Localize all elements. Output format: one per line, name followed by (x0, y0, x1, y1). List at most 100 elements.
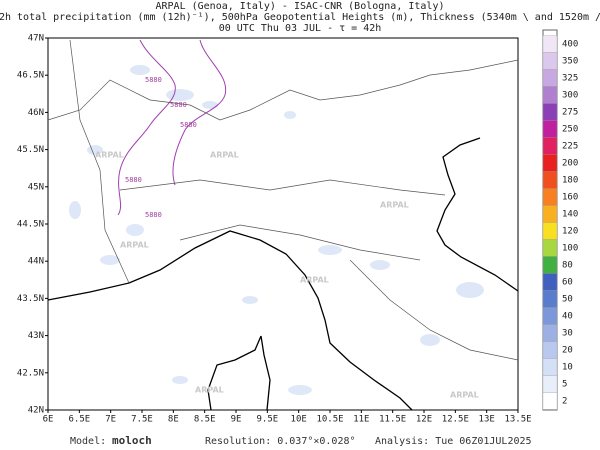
lat-label: 44.5N (17, 220, 44, 230)
colorbar-swatch (542, 239, 558, 257)
colorbar-swatch (542, 222, 558, 240)
colorbar-swatch (542, 205, 558, 223)
lon-label: 9.5E (256, 415, 278, 425)
header-line: 12h total precipitation (mm (12h)⁻¹), 50… (0, 12, 600, 23)
lon-label: 8E (168, 415, 179, 425)
colorbar-swatch (542, 137, 558, 155)
colorbar-swatch (542, 392, 558, 410)
header-line: 00 UTC Thu 03 JUL - τ = 42h (219, 23, 382, 34)
lon-label: 12E (416, 415, 432, 425)
lat-label: 45.5N (17, 145, 44, 155)
lon-label: 10E (291, 415, 307, 425)
lat-label: 44N (28, 257, 44, 267)
colorbar-label: 275 (562, 108, 578, 118)
colorbar-label: 10 (562, 363, 573, 373)
header-line: ARPAL (Genoa, Italy) - ISAC-CNR (Bologna… (156, 1, 445, 12)
footer-model: moloch (112, 434, 152, 447)
precipitation (69, 65, 484, 395)
lon-label: 13E (479, 415, 495, 425)
watermark: ARPAL (300, 276, 329, 285)
colorbar-label: 250 (562, 125, 578, 135)
colorbar-label: 325 (562, 74, 578, 84)
colorbar-swatch (542, 103, 558, 121)
lat-label: 47N (28, 34, 44, 44)
colorbar-label: 160 (562, 193, 578, 203)
colorbar-swatch (542, 69, 558, 87)
colorbar-label: 30 (562, 329, 573, 339)
colorbar-label: 20 (562, 346, 573, 356)
lon-label: 11E (353, 415, 369, 425)
colorbar-swatch (542, 154, 558, 172)
footer-resolution: Resolution: 0.037°×0.028° (205, 436, 356, 447)
coastline (436, 137, 519, 292)
watermark: ARPAL (120, 241, 149, 250)
colorbar-swatch (542, 375, 558, 393)
colorbar-swatch (542, 120, 558, 138)
colorbar-label: 80 (562, 261, 573, 271)
colorbar-swatch (542, 188, 558, 206)
lon-label: 12.5E (442, 415, 469, 425)
colorbar-swatch (542, 290, 558, 308)
colorbar-label: 400 (562, 40, 578, 50)
lat-label: 42N (28, 406, 44, 416)
lat-label: 43N (28, 331, 44, 341)
colorbar-label: 225 (562, 142, 578, 152)
watermark: ARPAL (450, 391, 479, 400)
watermark: ARPAL (195, 386, 224, 395)
colorbar-swatch (542, 171, 558, 189)
coastline (47, 230, 413, 411)
colorbar-label: 40 (562, 312, 573, 322)
colorbar-label: 300 (562, 91, 578, 101)
colorbar-swatch (542, 324, 558, 342)
colorbar-label: 2 (562, 397, 567, 407)
border (47, 59, 519, 121)
colorbar-label: 50 (562, 295, 573, 305)
lat-label: 42.5N (17, 368, 44, 378)
colorbar-swatch (542, 256, 558, 274)
footer-model-label: Model: (70, 436, 106, 447)
colorbar-label: 100 (562, 244, 578, 254)
colorbar-swatch (542, 86, 558, 104)
border (69, 39, 130, 284)
border (119, 179, 519, 361)
colorbar-label: 60 (562, 278, 573, 288)
contour (172, 39, 227, 186)
lon-label: 13.5E (504, 415, 531, 425)
colorbar-swatch (542, 35, 558, 53)
contour-label: 5880 (170, 101, 187, 109)
contour-label: 5880 (125, 176, 142, 184)
watermark: ARPAL (95, 151, 124, 160)
lon-label: 8.5E (194, 415, 216, 425)
watermark: ARPAL (380, 201, 409, 210)
contour-label: 5880 (180, 121, 197, 129)
lon-label: 7E (105, 415, 116, 425)
lon-label: 10.5E (316, 415, 343, 425)
map (47, 37, 519, 411)
contour-label: 5880 (145, 76, 162, 84)
colorbar-label: 200 (562, 159, 578, 169)
colorbar-label: 5 (562, 380, 567, 390)
lon-label: 6.5E (68, 415, 90, 425)
lat-label: 46N (28, 108, 44, 118)
colorbar-label: 120 (562, 227, 578, 237)
watermark: ARPAL (210, 151, 239, 160)
footer-analysis: Analysis: Tue 06Z01JUL2025 (375, 436, 532, 447)
lon-label: 6E (43, 415, 54, 425)
colorbar-label: 140 (562, 210, 578, 220)
colorbar-swatch (542, 307, 558, 325)
lat-label: 46.5N (17, 71, 44, 81)
colorbar-label: 180 (562, 176, 578, 186)
lon-label: 7.5E (131, 415, 153, 425)
colorbar-label: 350 (562, 57, 578, 67)
coastline (207, 335, 271, 411)
colorbar-swatch (542, 358, 558, 376)
contour-label: 5880 (145, 211, 162, 219)
lon-label: 9E (231, 415, 242, 425)
colorbar-swatch (542, 52, 558, 70)
contour (117, 39, 176, 216)
lon-label: 11.5E (379, 415, 406, 425)
lat-label: 43.5N (17, 294, 44, 304)
colorbar-swatch (542, 273, 558, 291)
lat-label: 45N (28, 182, 44, 192)
